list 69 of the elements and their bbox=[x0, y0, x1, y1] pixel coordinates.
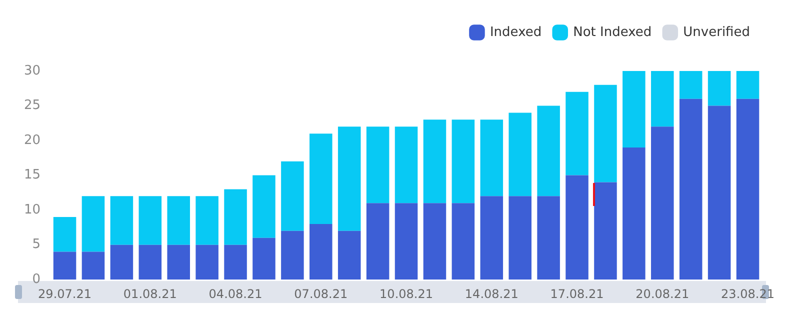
bar bbox=[310, 224, 332, 280]
bar bbox=[708, 71, 731, 106]
x-tick-label: 07.08.21 bbox=[294, 286, 348, 301]
bar bbox=[537, 196, 560, 280]
x-tick-label: 29.07.21 bbox=[38, 286, 92, 301]
x-tick-label: 17.08.21 bbox=[550, 286, 604, 301]
bar bbox=[736, 98, 760, 280]
y-tick-label: 10 bbox=[24, 202, 41, 218]
y-tick-label: 5 bbox=[32, 237, 41, 252]
x-tick-label: 10.08.21 bbox=[380, 286, 433, 301]
legend-label: Unverified bbox=[683, 24, 750, 40]
bar bbox=[138, 196, 162, 245]
bar bbox=[338, 230, 361, 280]
bar bbox=[423, 120, 446, 204]
x-tick-label: 23.08.21 bbox=[721, 286, 774, 301]
bar bbox=[196, 196, 218, 245]
x-tick-label: 04.08.21 bbox=[208, 286, 262, 301]
bar bbox=[252, 238, 276, 280]
bar bbox=[281, 161, 304, 231]
bar bbox=[53, 252, 76, 280]
y-tick-label: 25 bbox=[24, 98, 41, 114]
bar bbox=[566, 175, 588, 280]
legend-label: Not Indexed bbox=[573, 24, 652, 40]
x-tick-label: 20.08.21 bbox=[636, 286, 690, 301]
bar bbox=[110, 196, 134, 245]
bar bbox=[167, 196, 190, 245]
bar bbox=[281, 230, 304, 280]
y-tick-label: 20 bbox=[24, 132, 41, 148]
bar bbox=[566, 92, 588, 176]
bar bbox=[452, 120, 475, 204]
bar bbox=[679, 71, 702, 99]
bar bbox=[82, 252, 105, 280]
bar bbox=[394, 203, 418, 280]
bar bbox=[708, 106, 731, 280]
bar bbox=[53, 217, 76, 252]
bar bbox=[452, 203, 475, 280]
bar bbox=[138, 244, 162, 280]
x-tick-label: 14.08.21 bbox=[464, 286, 518, 301]
bar bbox=[651, 71, 674, 127]
x-tick-label: 01.08.21 bbox=[123, 286, 177, 301]
bar bbox=[338, 126, 361, 231]
bar bbox=[224, 189, 247, 245]
bar bbox=[651, 126, 674, 280]
bar bbox=[537, 106, 560, 196]
bar bbox=[480, 120, 504, 196]
bar bbox=[310, 134, 332, 224]
bar bbox=[594, 182, 617, 280]
bar bbox=[252, 175, 276, 238]
bar bbox=[480, 196, 504, 280]
bar bbox=[366, 203, 390, 280]
bar bbox=[508, 196, 532, 280]
bar bbox=[736, 71, 760, 99]
bar bbox=[110, 244, 134, 280]
bar bbox=[622, 147, 646, 280]
bar bbox=[594, 84, 617, 182]
y-tick-label: 0 bbox=[32, 272, 41, 287]
bar bbox=[394, 126, 418, 204]
bar bbox=[508, 112, 532, 196]
bar bbox=[622, 71, 646, 148]
bar bbox=[82, 196, 105, 252]
bar bbox=[679, 98, 702, 280]
y-tick-label: 15 bbox=[24, 168, 41, 183]
bar bbox=[366, 126, 390, 204]
bar bbox=[224, 244, 247, 280]
bar bbox=[167, 244, 190, 280]
y-tick-label: 30 bbox=[24, 63, 41, 78]
legend-label: Indexed bbox=[490, 24, 542, 40]
bar bbox=[196, 244, 218, 280]
bar bbox=[423, 203, 446, 280]
